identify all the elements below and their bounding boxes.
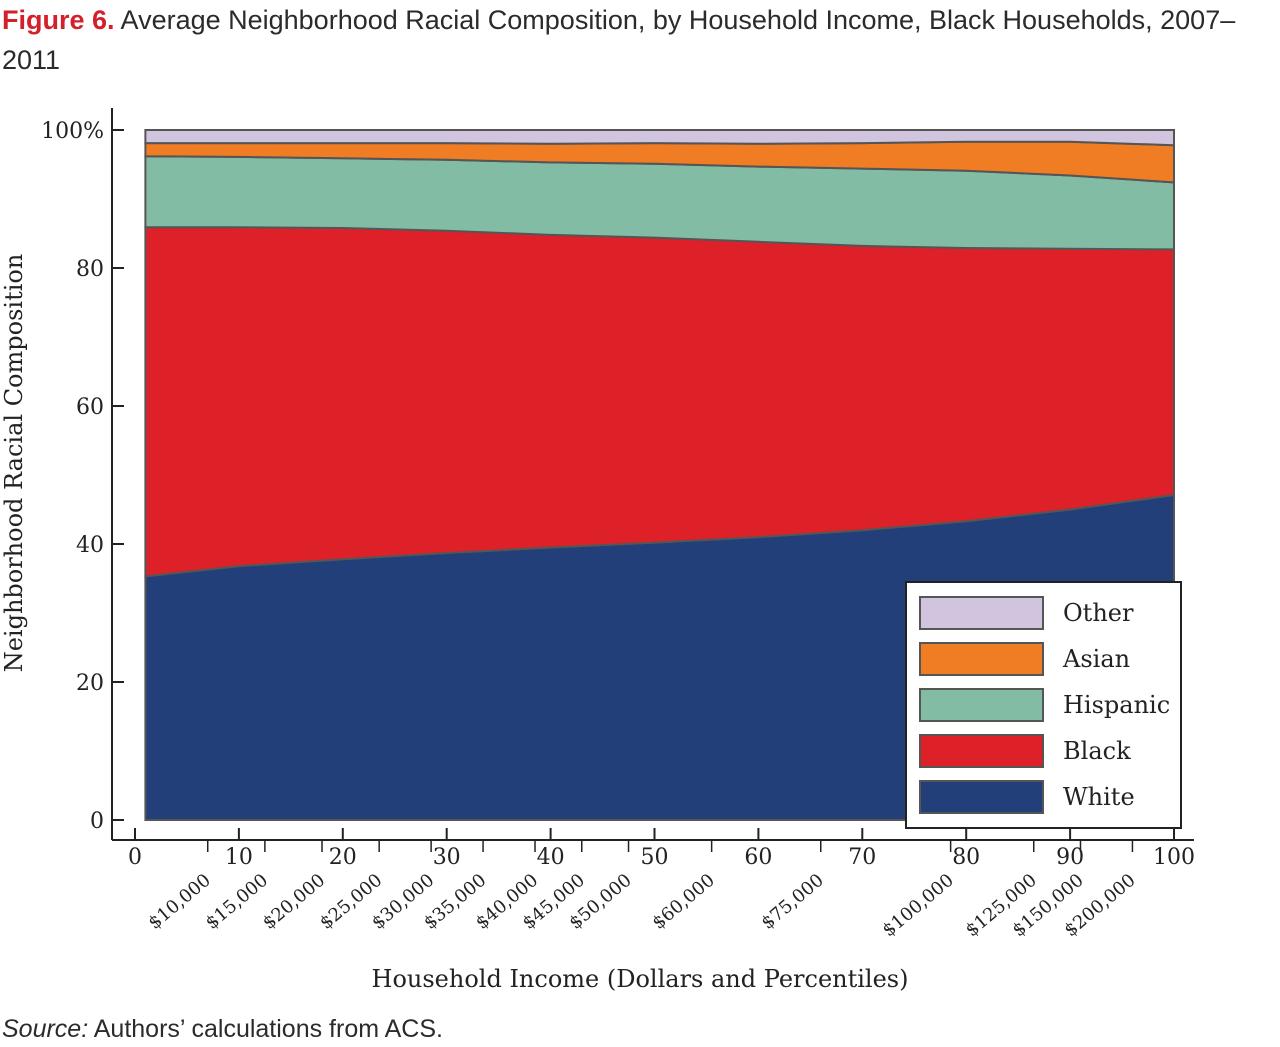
x-tick-label: 60 [744,845,772,870]
legend-swatch-hispanic [919,688,1044,722]
legend-label-hispanic: Hispanic [1063,691,1170,719]
dollar-tick-label: $60,000 [648,870,719,934]
x-tick-label: 100 [1153,845,1195,870]
dollar-tick-label: $15,000 [202,870,273,934]
figure-label: Figure 6. [2,5,115,35]
y-axis-label: Neighborhood Racial Composition [0,254,28,673]
source-text: Authors’ calculations from ACS. [93,1015,443,1043]
dollar-tick-label: $20,000 [259,870,330,934]
legend: Other Asian Hispanic Black White [905,581,1182,829]
y-tick-label: 60 [76,395,104,420]
legend-swatch-black [919,734,1044,768]
area-layers [144,129,1175,821]
x-tick-label: 20 [329,845,357,870]
y-tick-label: 100% [41,119,104,144]
dollar-tick-label: $100,000 [879,870,958,941]
area-other [144,129,1175,147]
y-tick-label: 20 [76,671,104,696]
source-label: Source: [2,1015,89,1043]
x-tick-label: 10 [225,845,253,870]
dollar-tick-label: $10,000 [144,870,215,934]
legend-label-asian: Asian [1062,645,1130,673]
figure-title-text: Average Neighborhood Racial Composition,… [2,5,1236,75]
x-tick-label: 0 [128,845,142,870]
legend-swatch-white [919,780,1044,814]
x-tick-label: 40 [537,845,565,870]
x-tick-label: 70 [848,845,876,870]
dollar-tick-label: $75,000 [757,870,828,934]
x-tick-label: 30 [433,845,461,870]
source-note: Source: Authors’ calculations from ACS. [2,1015,443,1044]
y-tick-label: 40 [76,533,104,558]
legend-swatch-asian [919,642,1044,676]
legend-label-white: White [1063,783,1135,811]
stacked-area-chart: 0 20 40 60 80 100% 0 10 20 30 40 50 60 70 80 90 100 $10,0… [0,108,1195,993]
y-tick-label: 80 [76,257,104,282]
x-tick-label: 90 [1056,845,1084,870]
y-tick-label: 0 [90,809,104,834]
legend-label-other: Other [1063,599,1134,627]
legend-label-black: Black [1063,737,1131,765]
figure-title: Figure 6. Average Neighborhood Racial Co… [2,0,1278,80]
x-tick-label: 50 [641,845,669,870]
x-tick-label: 80 [952,845,980,870]
legend-swatch-other [919,596,1044,630]
x-axis-label: Household Income (Dollars and Percentile… [372,965,909,993]
